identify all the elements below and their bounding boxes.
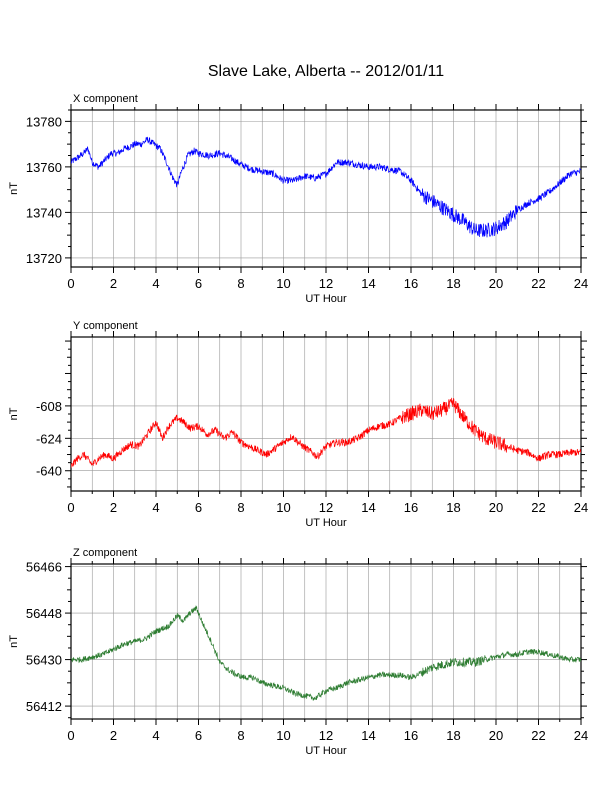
x-axis-label: UT Hour (305, 293, 347, 305)
x-tick-label: 16 (404, 500, 418, 515)
y-tick-label: -640 (36, 464, 62, 479)
x-tick-label: 6 (195, 728, 202, 743)
x-tick-label: 0 (67, 728, 74, 743)
x-tick-label: 8 (237, 500, 244, 515)
y-tick-label: 13760 (26, 160, 62, 175)
figure-title: Slave Lake, Alberta -- 2012/01/11 (208, 63, 444, 80)
x-tick-label: 14 (361, 728, 375, 743)
x-tick-label: 8 (237, 728, 244, 743)
component-label: X component (73, 93, 138, 105)
x-tick-label: 2 (110, 276, 117, 291)
chart-panel-0: 0 2 4 6 8 10 12 14 16 18 20 22 241372013740137601378… (8, 93, 588, 305)
x-axis-label: UT Hour (305, 517, 347, 529)
series-line-1-0 (71, 397, 581, 469)
x-tick-label: 24 (574, 500, 588, 515)
y-axis-label: nT (8, 407, 20, 420)
x-tick-label: 4 (152, 276, 159, 291)
x-tick-label: 4 (152, 728, 159, 743)
y-tick-label: 56466 (26, 560, 62, 575)
x-tick-label: 14 (361, 276, 375, 291)
y-tick-label: 56412 (26, 699, 62, 714)
x-tick-label: 0 (67, 276, 74, 291)
y-tick-label: 13720 (26, 251, 62, 266)
y-axis-label: nT (8, 182, 20, 195)
x-tick-label: 20 (489, 500, 503, 515)
x-tick-label: 18 (446, 500, 460, 515)
y-tick-label: 56430 (26, 653, 62, 668)
panels: 0 2 4 6 8 10 12 14 16 18 20 22 241372013740137601378… (8, 93, 588, 757)
y-tick-label: 13740 (26, 205, 62, 220)
y-tick-label: -608 (36, 399, 62, 414)
x-tick-label: 12 (319, 500, 333, 515)
x-tick-label: 18 (446, 728, 460, 743)
x-tick-label: 10 (276, 500, 290, 515)
x-tick-label: 0 (67, 500, 74, 515)
y-axis-label: nT (8, 635, 20, 648)
x-tick-label: 2 (110, 728, 117, 743)
x-tick-label: 2 (110, 500, 117, 515)
x-tick-label: 22 (531, 728, 545, 743)
y-tick-label: -624 (36, 431, 62, 446)
x-axis-label: UT Hour (305, 745, 347, 757)
x-tick-label: 18 (446, 276, 460, 291)
x-tick-label: 6 (195, 500, 202, 515)
x-tick-label: 16 (404, 276, 418, 291)
x-tick-label: 16 (404, 728, 418, 743)
x-tick-label: 6 (195, 276, 202, 291)
x-tick-label: 20 (489, 276, 503, 291)
x-tick-label: 12 (319, 728, 333, 743)
component-label: Y component (73, 320, 138, 332)
series-line-0-0 (71, 136, 581, 238)
y-tick-label: 56448 (26, 606, 62, 621)
y-tick-label: 13780 (26, 114, 62, 129)
x-tick-label: 8 (237, 276, 244, 291)
chart-panel-2: 0 2 4 6 8 10 12 14 16 18 20 22 245641256430564485646… (8, 547, 588, 757)
x-tick-label: 12 (319, 276, 333, 291)
x-tick-label: 22 (531, 276, 545, 291)
x-tick-label: 24 (574, 276, 588, 291)
x-tick-label: 24 (574, 728, 588, 743)
x-tick-label: 4 (152, 500, 159, 515)
x-tick-label: 20 (489, 728, 503, 743)
x-tick-label: 10 (276, 728, 290, 743)
x-tick-label: 14 (361, 500, 375, 515)
x-tick-label: 10 (276, 276, 290, 291)
series-line-2-0 (71, 605, 581, 701)
component-label: Z component (73, 547, 137, 559)
x-tick-label: 22 (531, 500, 545, 515)
